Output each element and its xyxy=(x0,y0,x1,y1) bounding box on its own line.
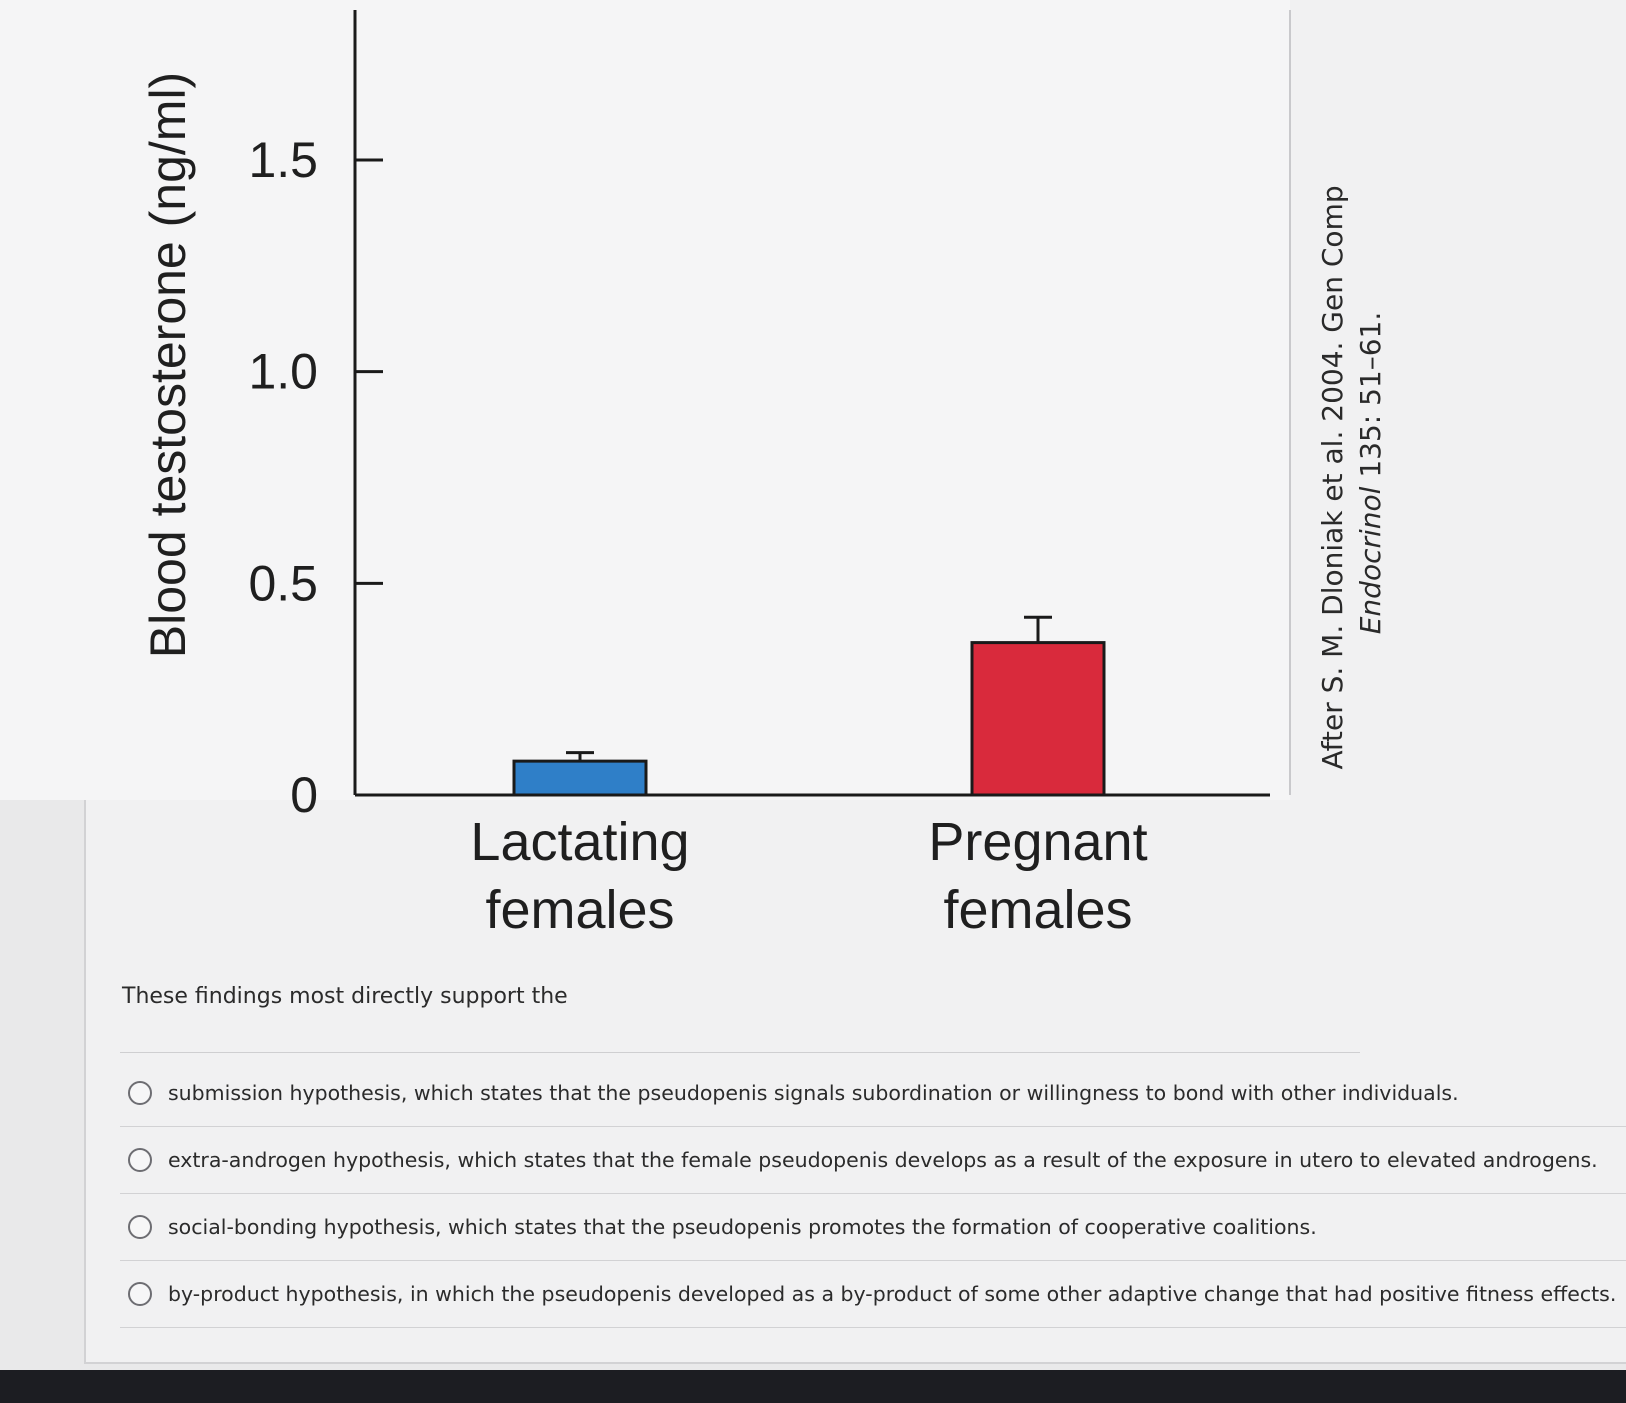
x-category-label: females xyxy=(485,880,674,940)
radio-button[interactable] xyxy=(128,1282,152,1306)
option-label: social-bonding hypothesis, which states … xyxy=(168,1215,1317,1239)
source-journal: Endocrinol xyxy=(1354,486,1387,634)
y-tick-label: 1.0 xyxy=(248,344,318,400)
x-category-label: Pregnant xyxy=(928,812,1147,872)
answer-option-social-bonding[interactable]: social-bonding hypothesis, which states … xyxy=(120,1194,1626,1261)
y-axis-label: Blood testosterone (ng/ml) xyxy=(140,72,196,658)
answer-option-submission[interactable]: submission hypothesis, which states that… xyxy=(120,1060,1626,1127)
option-label: extra-androgen hypothesis, which states … xyxy=(168,1148,1598,1172)
source-line-1: After S. M. Dloniak et al. 2004. Gen Com… xyxy=(1316,185,1349,769)
answer-option-by-product[interactable]: by-product hypothesis, in which the pseu… xyxy=(120,1261,1626,1328)
axes: 0 0.5 1.0 1.5 xyxy=(248,10,1291,823)
x-category-label: females xyxy=(943,880,1132,940)
question-divider xyxy=(120,1052,1360,1053)
radio-button[interactable] xyxy=(128,1148,152,1172)
question-prompt: These findings most directly support the xyxy=(122,984,568,1009)
option-label: by-product hypothesis, in which the pseu… xyxy=(168,1282,1617,1306)
bars-group xyxy=(512,615,1106,797)
bar xyxy=(970,641,1106,797)
x-category-label: Lactating xyxy=(470,812,689,872)
y-tick-label: 1.5 xyxy=(248,132,318,188)
bar-chart: 0 0.5 1.0 1.5 Lactating females Pregnant femal… xyxy=(0,0,1387,940)
labels-group: Lactating females Pregnant females xyxy=(470,812,1147,940)
bar xyxy=(512,759,648,797)
radio-button[interactable] xyxy=(128,1215,152,1239)
answer-option-extra-androgen[interactable]: extra-androgen hypothesis, which states … xyxy=(120,1127,1626,1194)
source-citation: After S. M. Dloniak et al. 2004. Gen Com… xyxy=(1316,176,1387,769)
option-label: submission hypothesis, which states that… xyxy=(168,1081,1459,1105)
answer-options: submission hypothesis, which states that… xyxy=(120,1060,1626,1328)
y-tick-label: 0 xyxy=(290,767,318,823)
taskbar xyxy=(0,1370,1626,1403)
y-tick-label: 0.5 xyxy=(248,555,318,611)
source-volume: 135: 51–61. xyxy=(1354,312,1387,487)
radio-button[interactable] xyxy=(128,1081,152,1105)
